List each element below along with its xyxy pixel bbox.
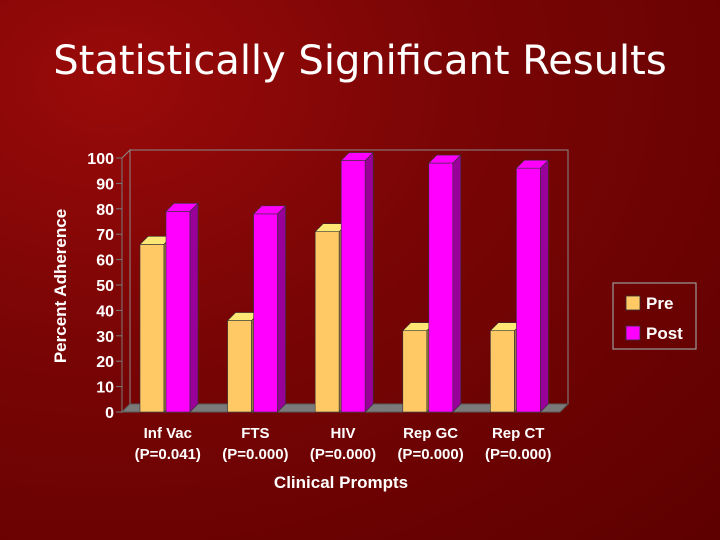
x-category-label: Inf Vac — [144, 425, 192, 442]
bar-side — [277, 205, 286, 413]
y-tick-label: 30 — [96, 329, 114, 346]
legend-label-pre: Pre — [646, 294, 673, 313]
bar-post-fts — [252, 205, 287, 413]
legend-box — [612, 282, 697, 350]
bar-front — [253, 213, 278, 413]
y-tick-label: 50 — [96, 278, 114, 295]
bar-post-hiv — [340, 151, 374, 413]
legend: Pre Post — [612, 282, 697, 350]
bar-front — [490, 330, 515, 413]
bar-front — [165, 211, 191, 413]
x-category-label: HIV — [330, 425, 355, 442]
x-axis-title: Clinical Prompts — [274, 473, 408, 492]
bar-front — [314, 231, 340, 413]
y-tick-label: 80 — [96, 202, 114, 219]
left-wall — [121, 148, 131, 414]
y-tick-label: 0 — [105, 405, 114, 422]
bar-side — [452, 154, 462, 413]
legend-label-post: Post — [646, 324, 683, 343]
y-tick-label: 60 — [96, 253, 114, 270]
y-tick-label: 10 — [96, 380, 114, 397]
slide-title: Statistically Significant Results — [53, 38, 667, 84]
y-tick-label: 40 — [96, 303, 114, 320]
bar-post-rep-gc — [428, 154, 462, 413]
bar-post-inf-vac — [165, 202, 199, 413]
x-category-label: FTS — [241, 425, 269, 442]
bar-post-rep-ct — [515, 159, 550, 413]
legend-swatch-post — [625, 325, 641, 341]
x-category-pvalue: (P=0.000) — [397, 446, 463, 463]
bar-side — [364, 151, 374, 413]
legend-swatch-pre — [625, 295, 641, 311]
x-category-pvalue: (P=0.000) — [310, 446, 376, 463]
x-category-pvalue: (P=0.000) — [485, 446, 551, 463]
bar-front — [227, 320, 252, 413]
x-category-pvalue: (P=0.041) — [135, 446, 201, 463]
bar-side — [540, 159, 549, 413]
y-axis-ticks: 0 10 20 30 40 50 60 70 80 90 100 — [87, 151, 122, 422]
y-tick-label: 90 — [96, 176, 114, 193]
bar-side — [189, 202, 199, 413]
y-tick-label: 20 — [96, 354, 114, 371]
bar-front — [340, 160, 366, 413]
x-category-label: Rep GC — [403, 425, 458, 442]
x-category-label: Rep CT — [492, 425, 545, 442]
y-tick-label: 70 — [96, 227, 114, 244]
bar-front — [428, 162, 454, 413]
bar-front — [139, 244, 165, 413]
y-axis-title: Percent Adherence — [51, 209, 70, 363]
bars — [139, 151, 550, 413]
bar-front — [516, 167, 541, 413]
y-tick-label: 100 — [87, 151, 114, 168]
bar-front — [402, 330, 428, 413]
x-axis-labels: Inf Vac (P=0.041) FTS (P=0.000) HIV (P=0.000)… — [135, 425, 552, 463]
x-category-pvalue: (P=0.000) — [222, 446, 288, 463]
